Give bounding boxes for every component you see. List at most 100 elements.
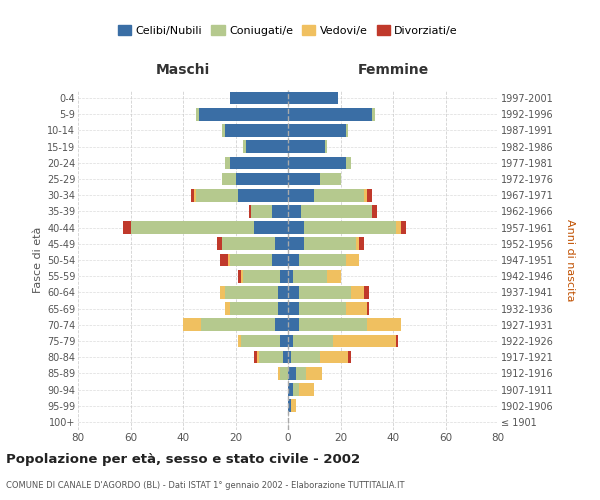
- Bar: [372, 108, 374, 120]
- Bar: [220, 286, 225, 298]
- Bar: [225, 302, 230, 315]
- Bar: [299, 302, 346, 315]
- Bar: [325, 140, 328, 153]
- Bar: [299, 318, 367, 331]
- Bar: [367, 318, 401, 331]
- Bar: [320, 172, 341, 186]
- Bar: [288, 189, 314, 202]
- Bar: [230, 156, 288, 169]
- Bar: [230, 254, 272, 266]
- Bar: [199, 108, 288, 120]
- Bar: [251, 205, 272, 218]
- Bar: [223, 172, 235, 186]
- Bar: [191, 189, 193, 202]
- Bar: [296, 367, 307, 380]
- Bar: [217, 238, 223, 250]
- Bar: [299, 254, 346, 266]
- Bar: [238, 270, 241, 282]
- Bar: [401, 222, 406, 234]
- Bar: [257, 351, 259, 364]
- Text: Popolazione per età, sesso e stato civile - 2002: Popolazione per età, sesso e stato civil…: [6, 452, 360, 466]
- Bar: [288, 351, 290, 364]
- Bar: [288, 172, 320, 186]
- Bar: [299, 286, 351, 298]
- Y-axis label: Fasce di età: Fasce di età: [32, 227, 43, 293]
- Bar: [372, 205, 377, 218]
- Bar: [301, 205, 372, 218]
- Bar: [367, 189, 372, 202]
- Bar: [230, 302, 277, 315]
- Bar: [283, 351, 288, 364]
- Bar: [288, 334, 293, 347]
- Bar: [220, 254, 227, 266]
- Bar: [227, 254, 230, 266]
- Bar: [277, 302, 288, 315]
- Bar: [254, 351, 257, 364]
- Bar: [280, 334, 288, 347]
- Bar: [290, 400, 296, 412]
- Bar: [346, 156, 351, 169]
- Bar: [288, 318, 299, 331]
- Bar: [225, 156, 230, 169]
- Bar: [288, 367, 296, 380]
- Bar: [364, 286, 370, 298]
- Bar: [241, 334, 280, 347]
- Bar: [314, 189, 364, 202]
- Bar: [202, 318, 275, 331]
- Bar: [244, 140, 246, 153]
- Bar: [238, 334, 241, 347]
- Bar: [196, 108, 199, 120]
- Bar: [293, 334, 332, 347]
- Bar: [254, 222, 288, 234]
- Bar: [246, 140, 288, 153]
- Text: COMUNE DI CANALE D'AGORDO (BL) - Dati ISTAT 1° gennaio 2002 - Elaborazione TUTTI: COMUNE DI CANALE D'AGORDO (BL) - Dati IS…: [6, 481, 404, 490]
- Bar: [241, 270, 244, 282]
- Bar: [290, 351, 320, 364]
- Bar: [288, 92, 338, 104]
- Bar: [235, 172, 288, 186]
- Text: Maschi: Maschi: [156, 64, 210, 78]
- Bar: [351, 286, 364, 298]
- Bar: [288, 270, 293, 282]
- Bar: [293, 270, 328, 282]
- Bar: [288, 302, 299, 315]
- Bar: [328, 270, 341, 282]
- Bar: [288, 238, 304, 250]
- Bar: [259, 351, 283, 364]
- Bar: [346, 254, 359, 266]
- Bar: [280, 270, 288, 282]
- Bar: [288, 222, 304, 234]
- Bar: [288, 140, 325, 153]
- Y-axis label: Anni di nascita: Anni di nascita: [565, 218, 575, 301]
- Bar: [320, 351, 349, 364]
- Bar: [304, 238, 356, 250]
- Bar: [223, 238, 275, 250]
- Bar: [238, 189, 288, 202]
- Bar: [288, 383, 293, 396]
- Bar: [223, 124, 225, 137]
- Bar: [304, 222, 395, 234]
- Bar: [248, 205, 251, 218]
- Bar: [225, 286, 277, 298]
- Bar: [349, 351, 351, 364]
- Bar: [244, 270, 280, 282]
- Bar: [196, 189, 238, 202]
- Legend: Celibi/Nubili, Coniugati/e, Vedovi/e, Divorziati/e: Celibi/Nubili, Coniugati/e, Vedovi/e, Di…: [113, 21, 463, 40]
- Bar: [288, 205, 301, 218]
- Bar: [275, 238, 288, 250]
- Bar: [307, 367, 322, 380]
- Bar: [395, 222, 401, 234]
- Bar: [346, 302, 367, 315]
- Text: Femmine: Femmine: [358, 64, 428, 78]
- Bar: [277, 367, 280, 380]
- Bar: [230, 92, 288, 104]
- Bar: [272, 205, 288, 218]
- Bar: [288, 400, 290, 412]
- Bar: [131, 222, 254, 234]
- Bar: [288, 286, 299, 298]
- Bar: [288, 124, 346, 137]
- Bar: [359, 238, 364, 250]
- Bar: [225, 124, 288, 137]
- Bar: [288, 156, 346, 169]
- Bar: [122, 222, 130, 234]
